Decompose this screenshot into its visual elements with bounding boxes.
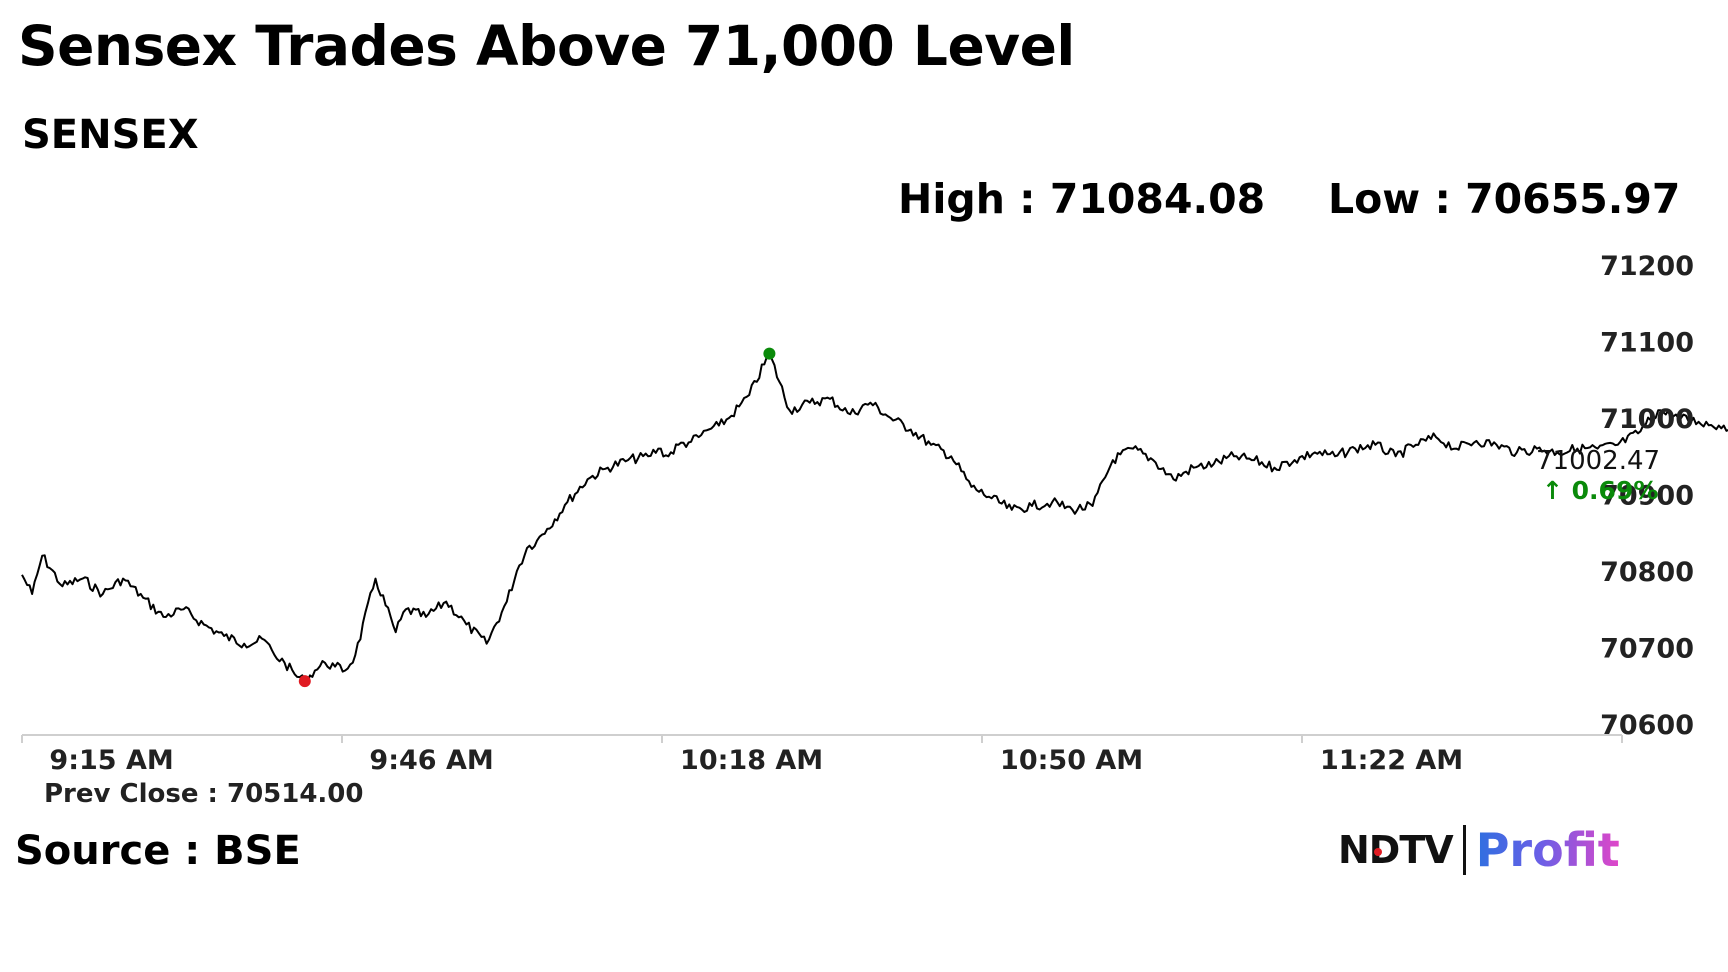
day-low-marker: [298, 675, 311, 688]
day-high-marker: [763, 347, 776, 360]
y-tick-label: 70800: [1600, 557, 1694, 588]
logo-red-dot: [1374, 848, 1382, 856]
logo-ndtv-text: NDTV: [1338, 828, 1454, 872]
change-percent-label: ↑ 0.69%: [1542, 476, 1658, 505]
source-label: Source : BSE: [15, 828, 301, 874]
last-value-label: 71002.47: [1536, 446, 1660, 476]
y-tick-label: 70600: [1600, 710, 1694, 741]
y-tick-label: 70900: [1600, 481, 1694, 512]
x-tick-label: 9:15 AM: [49, 745, 173, 776]
sensex-line-chart: 9:15 AM 9:46 AM 10:18 AM 10:50 AM 11:22 AM 7…: [21, 251, 1728, 809]
x-tick-label: 10:18 AM: [680, 745, 823, 776]
x-tick-label: 9:46 AM: [369, 745, 493, 776]
y-tick-label: 70700: [1600, 634, 1694, 665]
index-name: SENSEX: [22, 112, 199, 158]
y-tick-label: 71100: [1600, 328, 1694, 359]
sensex-price-line: [21, 352, 1728, 685]
y-axis: 71200 71100 71000 70900 70800 70700 70600: [1600, 251, 1694, 741]
x-tick-label: 10:50 AM: [1000, 745, 1143, 776]
y-tick-label: 71000: [1600, 404, 1694, 435]
logo-divider: [1462, 825, 1466, 875]
ndtv-profit-logo: NDTV Profit: [1338, 822, 1620, 878]
x-tick-label: 11:22 AM: [1320, 745, 1463, 776]
page-title: Sensex Trades Above 71,000 Level: [18, 14, 1075, 78]
markers: [298, 347, 776, 688]
plot-area: [21, 352, 1728, 685]
x-axis: 9:15 AM 9:46 AM 10:18 AM 10:50 AM 11:22 AM: [21, 734, 1623, 776]
day-low-label: Low : 70655.97: [1328, 175, 1681, 223]
day-high-label: High : 71084.08: [898, 175, 1266, 223]
prev-close-label: Prev Close : 70514.00: [44, 779, 364, 809]
logo-profit-text: Profit: [1475, 823, 1620, 877]
y-tick-label: 71200: [1600, 251, 1694, 282]
